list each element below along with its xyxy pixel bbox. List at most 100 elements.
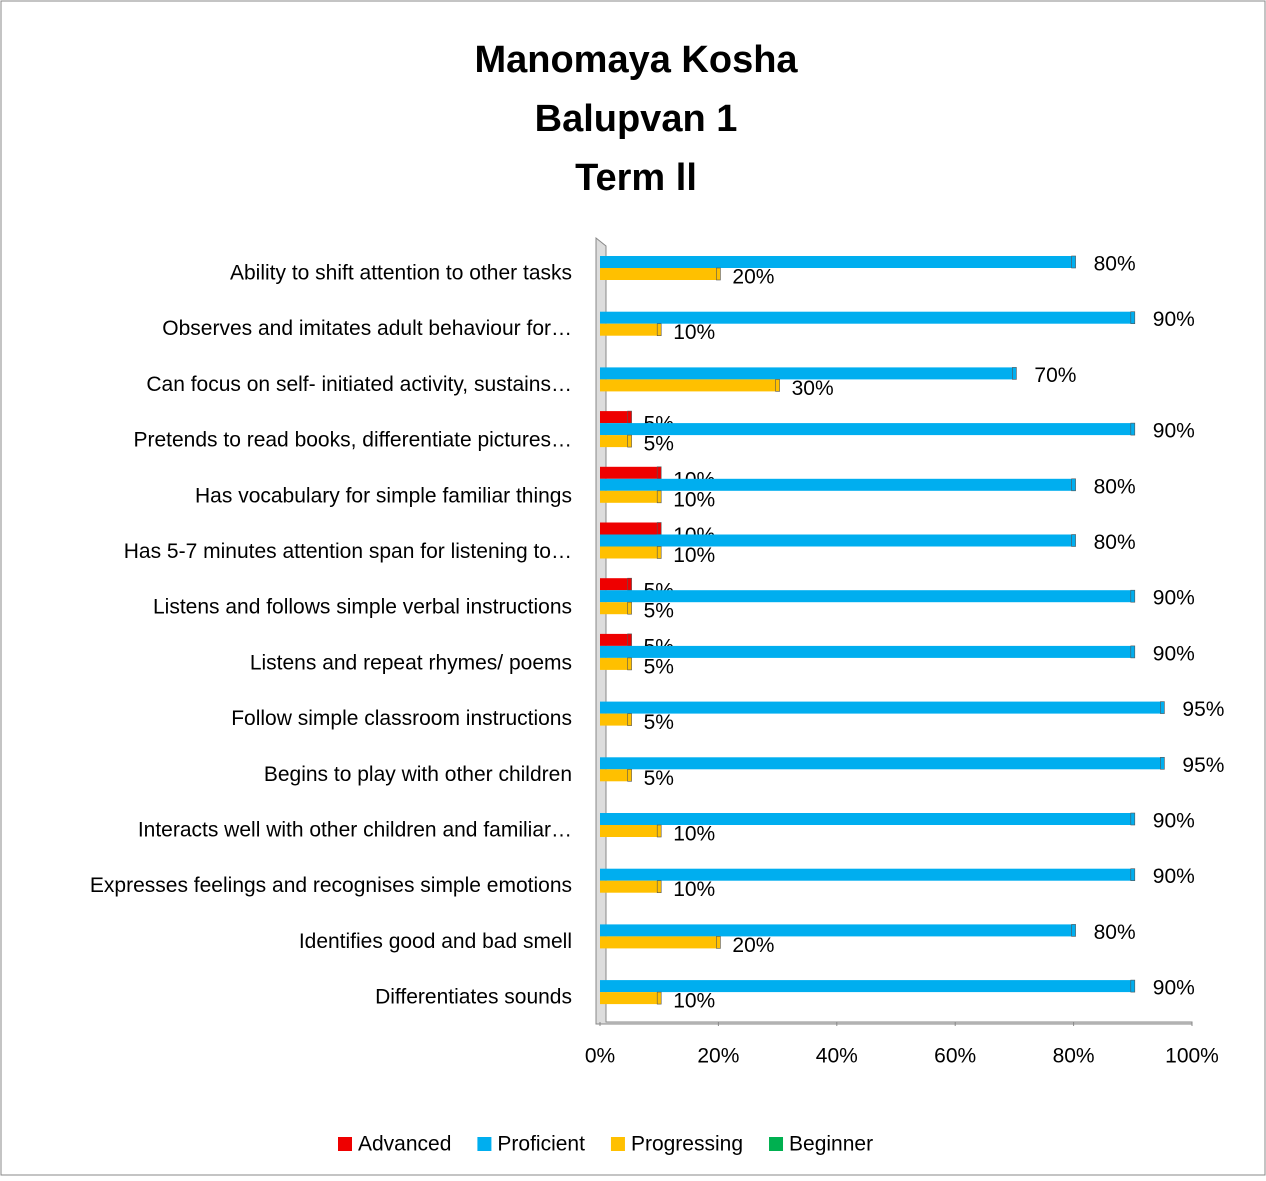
x-tick-label: 0% (585, 1045, 615, 1068)
legend-label: Advanced (358, 1133, 451, 1156)
bar-end (1130, 422, 1136, 436)
bar-end (1130, 311, 1136, 325)
bar (600, 379, 778, 392)
data-label: 80% (1094, 531, 1136, 554)
legend-swatch (338, 1137, 352, 1151)
data-label: 10% (673, 990, 715, 1013)
bar-end (1130, 589, 1136, 603)
y-tick-label: Differentiates sounds (375, 986, 572, 1009)
legend-swatch (769, 1137, 784, 1151)
legend-swatch (610, 1137, 625, 1151)
legend-swatch (477, 1137, 492, 1151)
data-label: 80% (1094, 253, 1136, 276)
bar (600, 769, 630, 782)
bar-end (627, 768, 632, 782)
data-label: 20% (732, 934, 774, 957)
x-tick-label: 100% (1165, 1045, 1219, 1068)
y-tick-label: Has 5-7 minutes attention span for liste… (124, 540, 572, 563)
x-tick-label: 20% (697, 1045, 739, 1068)
data-label: 5% (644, 711, 674, 734)
bar-end (656, 546, 662, 559)
bar (600, 633, 630, 646)
x-tick-label: 40% (816, 1045, 858, 1068)
data-label: 90% (1153, 587, 1195, 610)
y-tick-label: Follow simple classroom instructions (231, 707, 572, 730)
data-label: 80% (1094, 921, 1136, 944)
bar-end (656, 824, 662, 838)
bar (600, 813, 1133, 825)
bar-end (627, 657, 632, 671)
data-label: 5% (644, 655, 674, 678)
data-label: 10% (673, 823, 715, 846)
data-label: 5% (644, 767, 674, 790)
bar (600, 701, 1163, 714)
y-tick-label: Expresses feelings and recognises simple… (90, 874, 572, 897)
data-label: 90% (1153, 642, 1195, 665)
bar (600, 992, 660, 1005)
chart-title: Term ll (575, 157, 697, 199)
x-tick-label: 60% (934, 1045, 976, 1068)
bar-end (627, 434, 632, 448)
y-tick-label: Interacts well with other children and f… (138, 819, 572, 842)
data-label: 95% (1182, 754, 1224, 777)
bar (600, 657, 630, 670)
y-tick-label: Can focus on self- initiated activity, s… (146, 373, 572, 396)
x-tick-label: 80% (1053, 1045, 1095, 1068)
bar (600, 980, 1133, 993)
bar (600, 311, 1133, 324)
bar (600, 256, 1074, 268)
bar (600, 590, 1133, 603)
bar (600, 578, 630, 591)
bar-end (775, 379, 780, 392)
bar (600, 924, 1074, 937)
legend-label: Beginner (789, 1133, 873, 1156)
bar-end (716, 267, 721, 281)
bar (600, 367, 1015, 380)
legend-label: Progressing (631, 1133, 743, 1156)
bar-end (627, 577, 632, 591)
bar-end (1071, 255, 1076, 269)
data-label: 95% (1182, 698, 1224, 721)
bar (600, 825, 660, 837)
chart-title: Balupvan 1 (535, 98, 738, 140)
bar-end (627, 633, 632, 647)
bar-end (1012, 367, 1017, 380)
data-label: 5% (644, 600, 674, 623)
data-label: 10% (673, 544, 715, 567)
bar (600, 868, 1133, 881)
data-label: 80% (1094, 475, 1136, 498)
bar-end (656, 466, 662, 480)
y-tick-label: Begins to play with other children (264, 763, 572, 786)
data-label: 20% (732, 266, 774, 289)
data-label: 70% (1034, 364, 1076, 387)
bar-end (656, 323, 662, 337)
bar-end (1130, 979, 1136, 993)
y-tick-label: Ability to shift attention to other task… (230, 262, 572, 285)
bar-end (1160, 701, 1165, 714)
chart-title: Manomaya Kosha (474, 39, 798, 81)
bar (600, 466, 660, 479)
bar (600, 435, 630, 448)
y-tick-label: Observes and imitates adult behaviour fo… (162, 317, 572, 340)
bar-end (627, 601, 632, 615)
bar (600, 645, 1133, 658)
data-label: 90% (1153, 810, 1195, 833)
bar-end (1130, 645, 1136, 659)
bar (600, 423, 1133, 436)
bar (600, 534, 1074, 547)
bar (600, 323, 660, 336)
bar (600, 522, 660, 535)
data-label: 90% (1153, 977, 1195, 1000)
y-tick-label: Pretends to read books, differentiate pi… (133, 429, 572, 452)
data-label: 10% (673, 488, 715, 511)
y-tick-label: Has vocabulary for simple familiar thing… (195, 484, 572, 507)
bar (600, 478, 1074, 491)
y-tick-label: Listens and follows simple verbal instru… (153, 596, 572, 619)
bar (600, 936, 719, 949)
y-tick-label: Identifies good and bad smell (299, 930, 572, 953)
bar-end (656, 490, 662, 504)
data-label: 10% (673, 321, 715, 344)
data-label: 10% (673, 878, 715, 901)
